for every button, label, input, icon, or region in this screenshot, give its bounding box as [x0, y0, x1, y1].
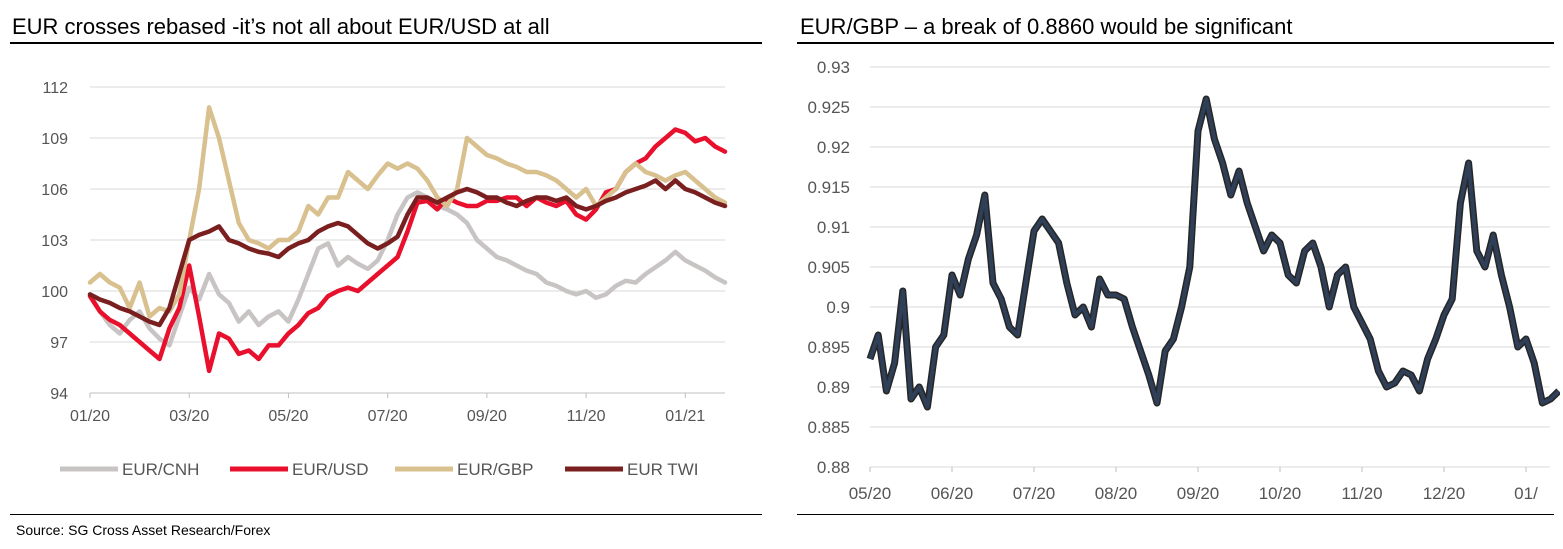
right-x-tick-label: 09/20	[1177, 484, 1220, 503]
left-x-tick-label: 01/20	[70, 408, 110, 425]
right-y-tick-label: 0.885	[807, 418, 850, 437]
right-chart-title: EUR/GBP – a break of 0.8860 would be sig…	[800, 14, 1293, 39]
right-x-tick-label: 06/20	[931, 484, 974, 503]
right-y-tick-label: 0.91	[817, 218, 850, 237]
left-x-tick-label: 07/20	[368, 408, 408, 425]
right-x-tick-label: 08/20	[1095, 484, 1138, 503]
left-bottom-rule	[10, 514, 762, 515]
right-y-tick-label: 0.89	[817, 378, 850, 397]
right-chart: 0.93 0.925 0.92 0.915 0.91 0.905 0.9 0.895 0.89 0…	[807, 58, 1560, 503]
eurgbp-line	[868, 97, 1560, 409]
right-title-rule	[797, 42, 1554, 44]
right-y-tick-label: 0.925	[807, 98, 850, 117]
left-y-tick-label: 106	[41, 182, 68, 199]
left-title-rule	[10, 42, 762, 44]
left-y-tick-label: 100	[41, 284, 68, 301]
right-y-tick-label: 0.93	[817, 58, 850, 77]
right-x-tick-label: 11/20	[1341, 484, 1382, 503]
series-line-eur-gbp	[87, 105, 728, 319]
left-x-tick-label: 03/20	[169, 408, 209, 425]
legend-label: EUR/GBP	[457, 460, 534, 479]
right-x-tick-label: 10/20	[1259, 484, 1302, 503]
right-x-tick-label: 01/	[1514, 484, 1538, 503]
left-y-tick-label: 109	[41, 131, 68, 148]
right-y-tick-label: 0.92	[817, 138, 850, 157]
right-x-tick-label: 07/20	[1013, 484, 1056, 503]
left-x-tick-label: 05/20	[268, 408, 308, 425]
right-x-tick-label: 05/20	[849, 484, 892, 503]
series-line-eur-twi	[87, 178, 728, 328]
right-y-tick-label: 0.895	[807, 338, 850, 357]
right-bottom-rule	[797, 514, 1554, 515]
right-y-tick-label: 0.915	[807, 178, 850, 197]
left-y-tick-label: 94	[50, 386, 68, 403]
legend-label: EUR/CNH	[122, 460, 199, 479]
right-x-tick-label: 12/20	[1423, 484, 1466, 503]
legend-label: EUR TWI	[627, 460, 698, 479]
source-note: Source: SG Cross Asset Research/Forex	[16, 522, 271, 538]
legend-label: EUR/USD	[292, 460, 369, 479]
left-chart-title: EUR crosses rebased -it’s not all about …	[12, 14, 550, 39]
left-x-tick-label: 01/21	[665, 408, 705, 425]
left-y-tick-label: 112	[42, 80, 68, 97]
left-x-tick-label: 11/20	[567, 408, 606, 425]
left-y-tick-label: 97	[50, 335, 68, 352]
right-y-tick-label: 0.9	[826, 298, 850, 317]
right-y-tick-label: 0.905	[807, 258, 850, 277]
left-x-tick-label: 09/20	[467, 408, 507, 425]
left-y-tick-label: 103	[41, 233, 68, 250]
right-y-tick-label: 0.88	[817, 458, 850, 477]
